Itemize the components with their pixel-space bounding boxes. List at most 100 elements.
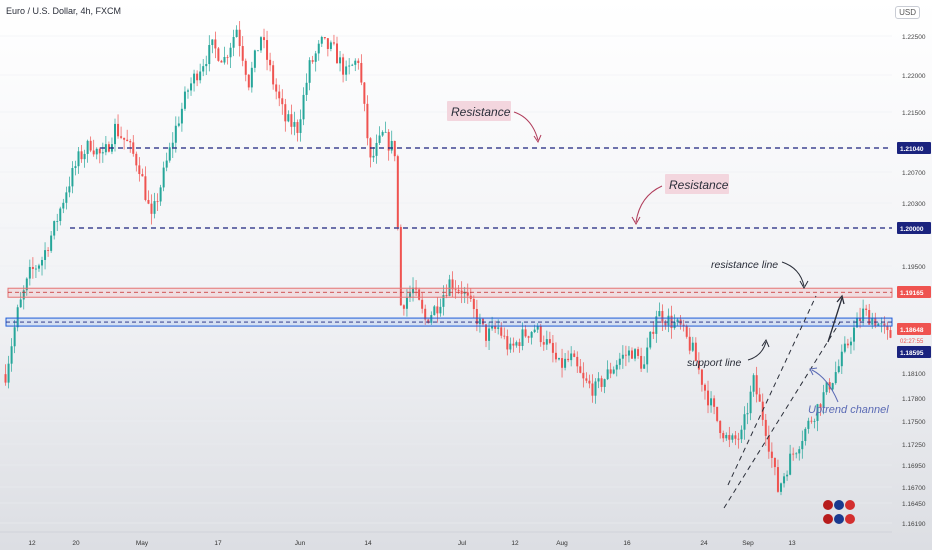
candle-body: [211, 39, 214, 46]
candle-body: [132, 142, 135, 154]
candle-body: [719, 420, 722, 434]
candle-body: [813, 420, 816, 422]
candle-body: [585, 378, 588, 381]
candle-body: [345, 66, 348, 75]
uptrend-channel: [723, 294, 845, 509]
y-tick-label: 1.16190: [902, 521, 926, 528]
candle-body: [682, 324, 685, 326]
candle-body: [83, 153, 86, 160]
candle-body: [579, 366, 582, 373]
candle-body: [196, 73, 199, 81]
candle-body: [19, 299, 22, 308]
candle-body: [384, 131, 387, 133]
candle-body: [606, 369, 609, 380]
candle-body: [62, 202, 65, 209]
candle-body: [104, 144, 107, 153]
candle-body: [558, 358, 560, 360]
candle-body: [588, 380, 591, 384]
candle-body: [86, 140, 89, 154]
resistance-2-label: Resistance: [669, 178, 729, 192]
candle-body: [630, 350, 633, 359]
candle-body: [846, 343, 849, 346]
candle-body: [199, 71, 202, 81]
candle-body: [697, 361, 700, 370]
candle-body: [287, 114, 290, 122]
candle-body: [673, 322, 676, 329]
candle-body: [783, 476, 786, 484]
candle-body: [506, 336, 509, 350]
candle-body: [101, 152, 104, 154]
y-tick-label: 1.18100: [902, 371, 926, 378]
candle-body: [348, 65, 351, 67]
candle-body: [843, 343, 846, 352]
x-tick-label: 12: [511, 540, 519, 547]
candle-body: [159, 187, 162, 202]
candle-body: [220, 60, 223, 63]
candle-body: [311, 60, 314, 62]
y-tick-label: 1.17800: [902, 396, 926, 403]
price-label-r2-box: [897, 222, 931, 234]
candle-body: [643, 364, 646, 369]
candle-body: [138, 165, 141, 175]
arrow-head-icon: [799, 280, 809, 290]
currency-button[interactable]: USD: [895, 6, 920, 19]
candle-body: [56, 221, 59, 222]
candle-body: [141, 174, 144, 177]
x-axis: 12 20 May 17 Jun 14 Jul 12 Aug 16 24 Sep 13: [0, 531, 892, 547]
candle-body: [600, 378, 603, 387]
candle-body: [162, 167, 165, 188]
candle-body: [649, 331, 652, 348]
candle-body: [147, 199, 150, 204]
candle-body: [354, 60, 357, 65]
candle-body: [466, 292, 469, 296]
candle-body: [302, 94, 305, 120]
y-tick-label: 1.17250: [902, 442, 926, 449]
candle-body: [381, 131, 384, 136]
candle-body: [518, 342, 521, 346]
candle-body: [497, 327, 500, 329]
candle-body: [408, 293, 411, 298]
projection-arrow: [827, 297, 843, 343]
candle-body: [524, 329, 527, 337]
candle-body: [339, 57, 342, 64]
candle-body: [217, 48, 220, 61]
chart-title: Euro / U.S. Dollar, 4h, FXCM: [6, 6, 122, 16]
candle-body: [475, 309, 478, 325]
candle-body: [831, 383, 834, 390]
candle-body: [375, 142, 378, 156]
candle-body: [621, 354, 624, 359]
x-tick-label: 12: [28, 540, 36, 547]
candle-body: [10, 346, 13, 364]
candle-body: [421, 299, 424, 309]
candle-body: [34, 268, 37, 270]
candle-body: [95, 148, 98, 155]
resistance-1-label-box: [447, 101, 511, 121]
candle-body: [305, 82, 308, 95]
candle-body: [329, 42, 332, 49]
candle-body: [229, 47, 232, 58]
candle-body: [740, 429, 743, 440]
candle-body: [752, 375, 755, 392]
candle-body: [424, 308, 427, 320]
candle-body: [272, 65, 275, 85]
support-line-label: support line: [687, 357, 741, 369]
candle-body: [545, 339, 548, 345]
flag-icon: [845, 514, 855, 524]
candle-body: [16, 307, 19, 328]
candle-body: [405, 297, 408, 309]
price-label-r1: 1.21040: [900, 146, 924, 153]
arrow-head-icon: [809, 367, 818, 376]
candle-body: [332, 42, 335, 44]
candle-body: [13, 327, 16, 347]
candle-body: [758, 394, 761, 402]
candle-body: [521, 329, 524, 346]
candle-body: [399, 226, 402, 306]
candle-body: [92, 150, 95, 155]
candle-body: [488, 328, 491, 341]
candle-body: [725, 435, 728, 439]
countdown-label: 02:27:55: [900, 339, 924, 345]
candle-body: [68, 186, 71, 193]
candle-body: [171, 142, 174, 148]
